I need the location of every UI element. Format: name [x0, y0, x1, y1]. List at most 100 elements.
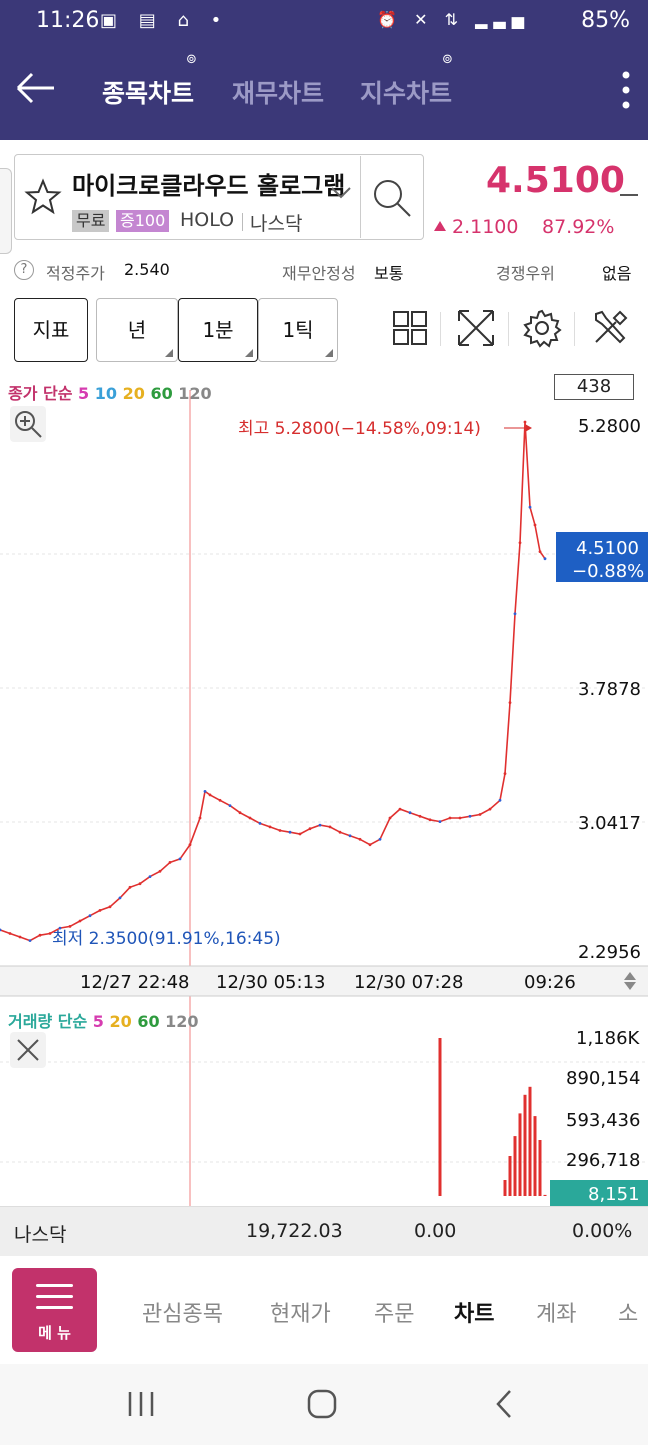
help-icon[interactable]: ? — [14, 260, 34, 280]
valuation-info-bar: ? 적정주가 2.540 재무안정성 보통 경쟁우위 없음 — [0, 254, 648, 286]
current-price-tag — [556, 532, 648, 582]
y-tick-label: 2.2956 — [578, 942, 641, 963]
x-tick-label: 12/30 07:28 — [354, 972, 463, 993]
zoom-in-icon[interactable] — [10, 406, 46, 442]
price-point — [203, 790, 207, 793]
tools-icon[interactable] — [590, 308, 630, 348]
price-point — [428, 818, 432, 822]
recent-apps-icon[interactable] — [126, 1388, 156, 1420]
price-point — [408, 811, 412, 815]
hamburger-icon — [36, 1284, 73, 1317]
tab-stock-chart[interactable]: 종목차트 — [102, 79, 195, 108]
price-point — [108, 905, 112, 909]
dropdown-corner-icon — [325, 349, 333, 357]
margin-badge: 증100 — [116, 210, 170, 232]
link-badge-icon: ⊚ — [442, 52, 453, 67]
price-point — [178, 857, 182, 861]
back-arrow-icon[interactable] — [14, 66, 58, 110]
legend-vma60: 60 — [137, 1012, 160, 1031]
period-minute-button[interactable]: 1분 — [178, 298, 258, 362]
volume-tick-label: 593,436 — [566, 1110, 640, 1131]
nav-chart[interactable]: 차트 — [454, 1302, 495, 1327]
close-icon[interactable] — [10, 1032, 46, 1068]
battery-level: 85% — [581, 8, 630, 33]
app-header: ⊚ 종목차트 재무차트 ⊚ 지수차트 — [0, 44, 648, 140]
stability-value: 보통 — [374, 264, 404, 283]
volume-bar — [503, 1180, 507, 1196]
period-year-button[interactable]: 년 — [96, 298, 178, 362]
more-vert-icon[interactable] — [620, 70, 632, 110]
chevron-down-icon[interactable] — [330, 186, 352, 200]
price-point — [148, 875, 152, 878]
chart-marks — [0, 420, 547, 1196]
divider — [242, 213, 243, 231]
price-point — [523, 420, 527, 424]
y-tick-label: 3.7878 — [578, 679, 641, 700]
price-chart[interactable]: 12/27 22:48 12/30 05:13 12/30 07:28 09:2… — [0, 370, 648, 1206]
price-point — [88, 914, 92, 918]
tab-finance-chart[interactable]: 재무차트 — [232, 79, 325, 108]
system-status-icons: ⏰ ✕ ⇅ ▂▃▅ — [377, 10, 530, 29]
market-change: 0.00 — [414, 1220, 457, 1242]
volume-bar — [528, 1086, 532, 1196]
volume-bar — [513, 1136, 517, 1196]
search-icon[interactable] — [370, 176, 414, 220]
divider — [508, 312, 509, 346]
price-point — [128, 885, 132, 889]
nav-account[interactable]: 계좌 — [536, 1302, 577, 1327]
nav-order[interactable]: 주문 — [374, 1302, 415, 1327]
price-point — [468, 814, 472, 818]
period-year-label: 년 — [127, 318, 147, 342]
price-point — [198, 816, 202, 820]
gear-icon[interactable] — [522, 308, 562, 348]
price-point — [348, 834, 352, 838]
legend-ma120: 120 — [178, 384, 212, 403]
nav-quote[interactable]: 현재가 — [270, 1302, 331, 1327]
price-point — [498, 798, 502, 802]
price-point — [338, 830, 342, 834]
link-badge-icon: ⊚ — [186, 52, 197, 67]
fair-price-value: 2.540 — [124, 260, 170, 279]
price-change: 2.1100 — [434, 216, 518, 238]
price-point — [158, 869, 162, 873]
price-point — [238, 811, 242, 815]
divider — [440, 312, 441, 346]
side-drawer-handle[interactable] — [0, 168, 12, 254]
legend-ma60: 60 — [150, 384, 173, 403]
home-icon[interactable] — [306, 1388, 338, 1420]
price-point — [328, 825, 332, 829]
candle-count[interactable]: 438 — [554, 374, 634, 400]
back-icon[interactable] — [494, 1388, 514, 1420]
market-index-bar[interactable]: 나스닥 19,722.03 0.00 0.00% — [0, 1206, 648, 1256]
nav-more[interactable]: 소 — [618, 1302, 639, 1327]
high-annotation: 최고 5.2800(−14.58%,09:14) — [238, 419, 481, 439]
y-tick-label: 3.0417 — [578, 813, 641, 834]
price-point — [538, 550, 542, 553]
market-pct: 0.00% — [572, 1220, 633, 1242]
market-value: 19,722.03 — [246, 1220, 343, 1242]
stock-selector[interactable] — [14, 154, 424, 240]
price-point — [228, 804, 232, 807]
period-tick-button[interactable]: 1틱 — [258, 298, 338, 362]
stock-name[interactable]: 마이크로클라우드 홀로그램 — [72, 172, 346, 200]
scroll-arrows-icon[interactable] — [624, 972, 636, 990]
low-annotation: 최저 2.3500(91.91%,16:45) — [52, 929, 281, 949]
system-nav-bar — [0, 1364, 648, 1445]
fullscreen-icon[interactable] — [456, 308, 496, 348]
price-point — [18, 935, 22, 939]
volume-bar — [538, 1140, 542, 1196]
volume-legend[interactable]: 거래량 단순 5 20 60 120 — [8, 1008, 199, 1032]
tab-index-chart[interactable]: 지수차트 — [360, 79, 453, 108]
grid-layout-icon[interactable] — [390, 308, 430, 348]
price-point — [78, 919, 82, 923]
volume-tick-label: 1,186K — [576, 1028, 641, 1049]
legend-vma120: 120 — [165, 1012, 199, 1031]
price-point — [503, 772, 507, 775]
current-price: 4.5100 — [486, 160, 625, 201]
menu-button[interactable]: 메 뉴 — [12, 1268, 97, 1352]
price-legend[interactable]: 종가 단순 5 10 20 60 120 — [8, 380, 212, 404]
indicator-button[interactable]: 지표 — [14, 298, 88, 362]
nav-watchlist[interactable]: 관심종목 — [142, 1302, 223, 1327]
star-icon[interactable] — [24, 178, 62, 216]
price-dash — [620, 194, 638, 196]
